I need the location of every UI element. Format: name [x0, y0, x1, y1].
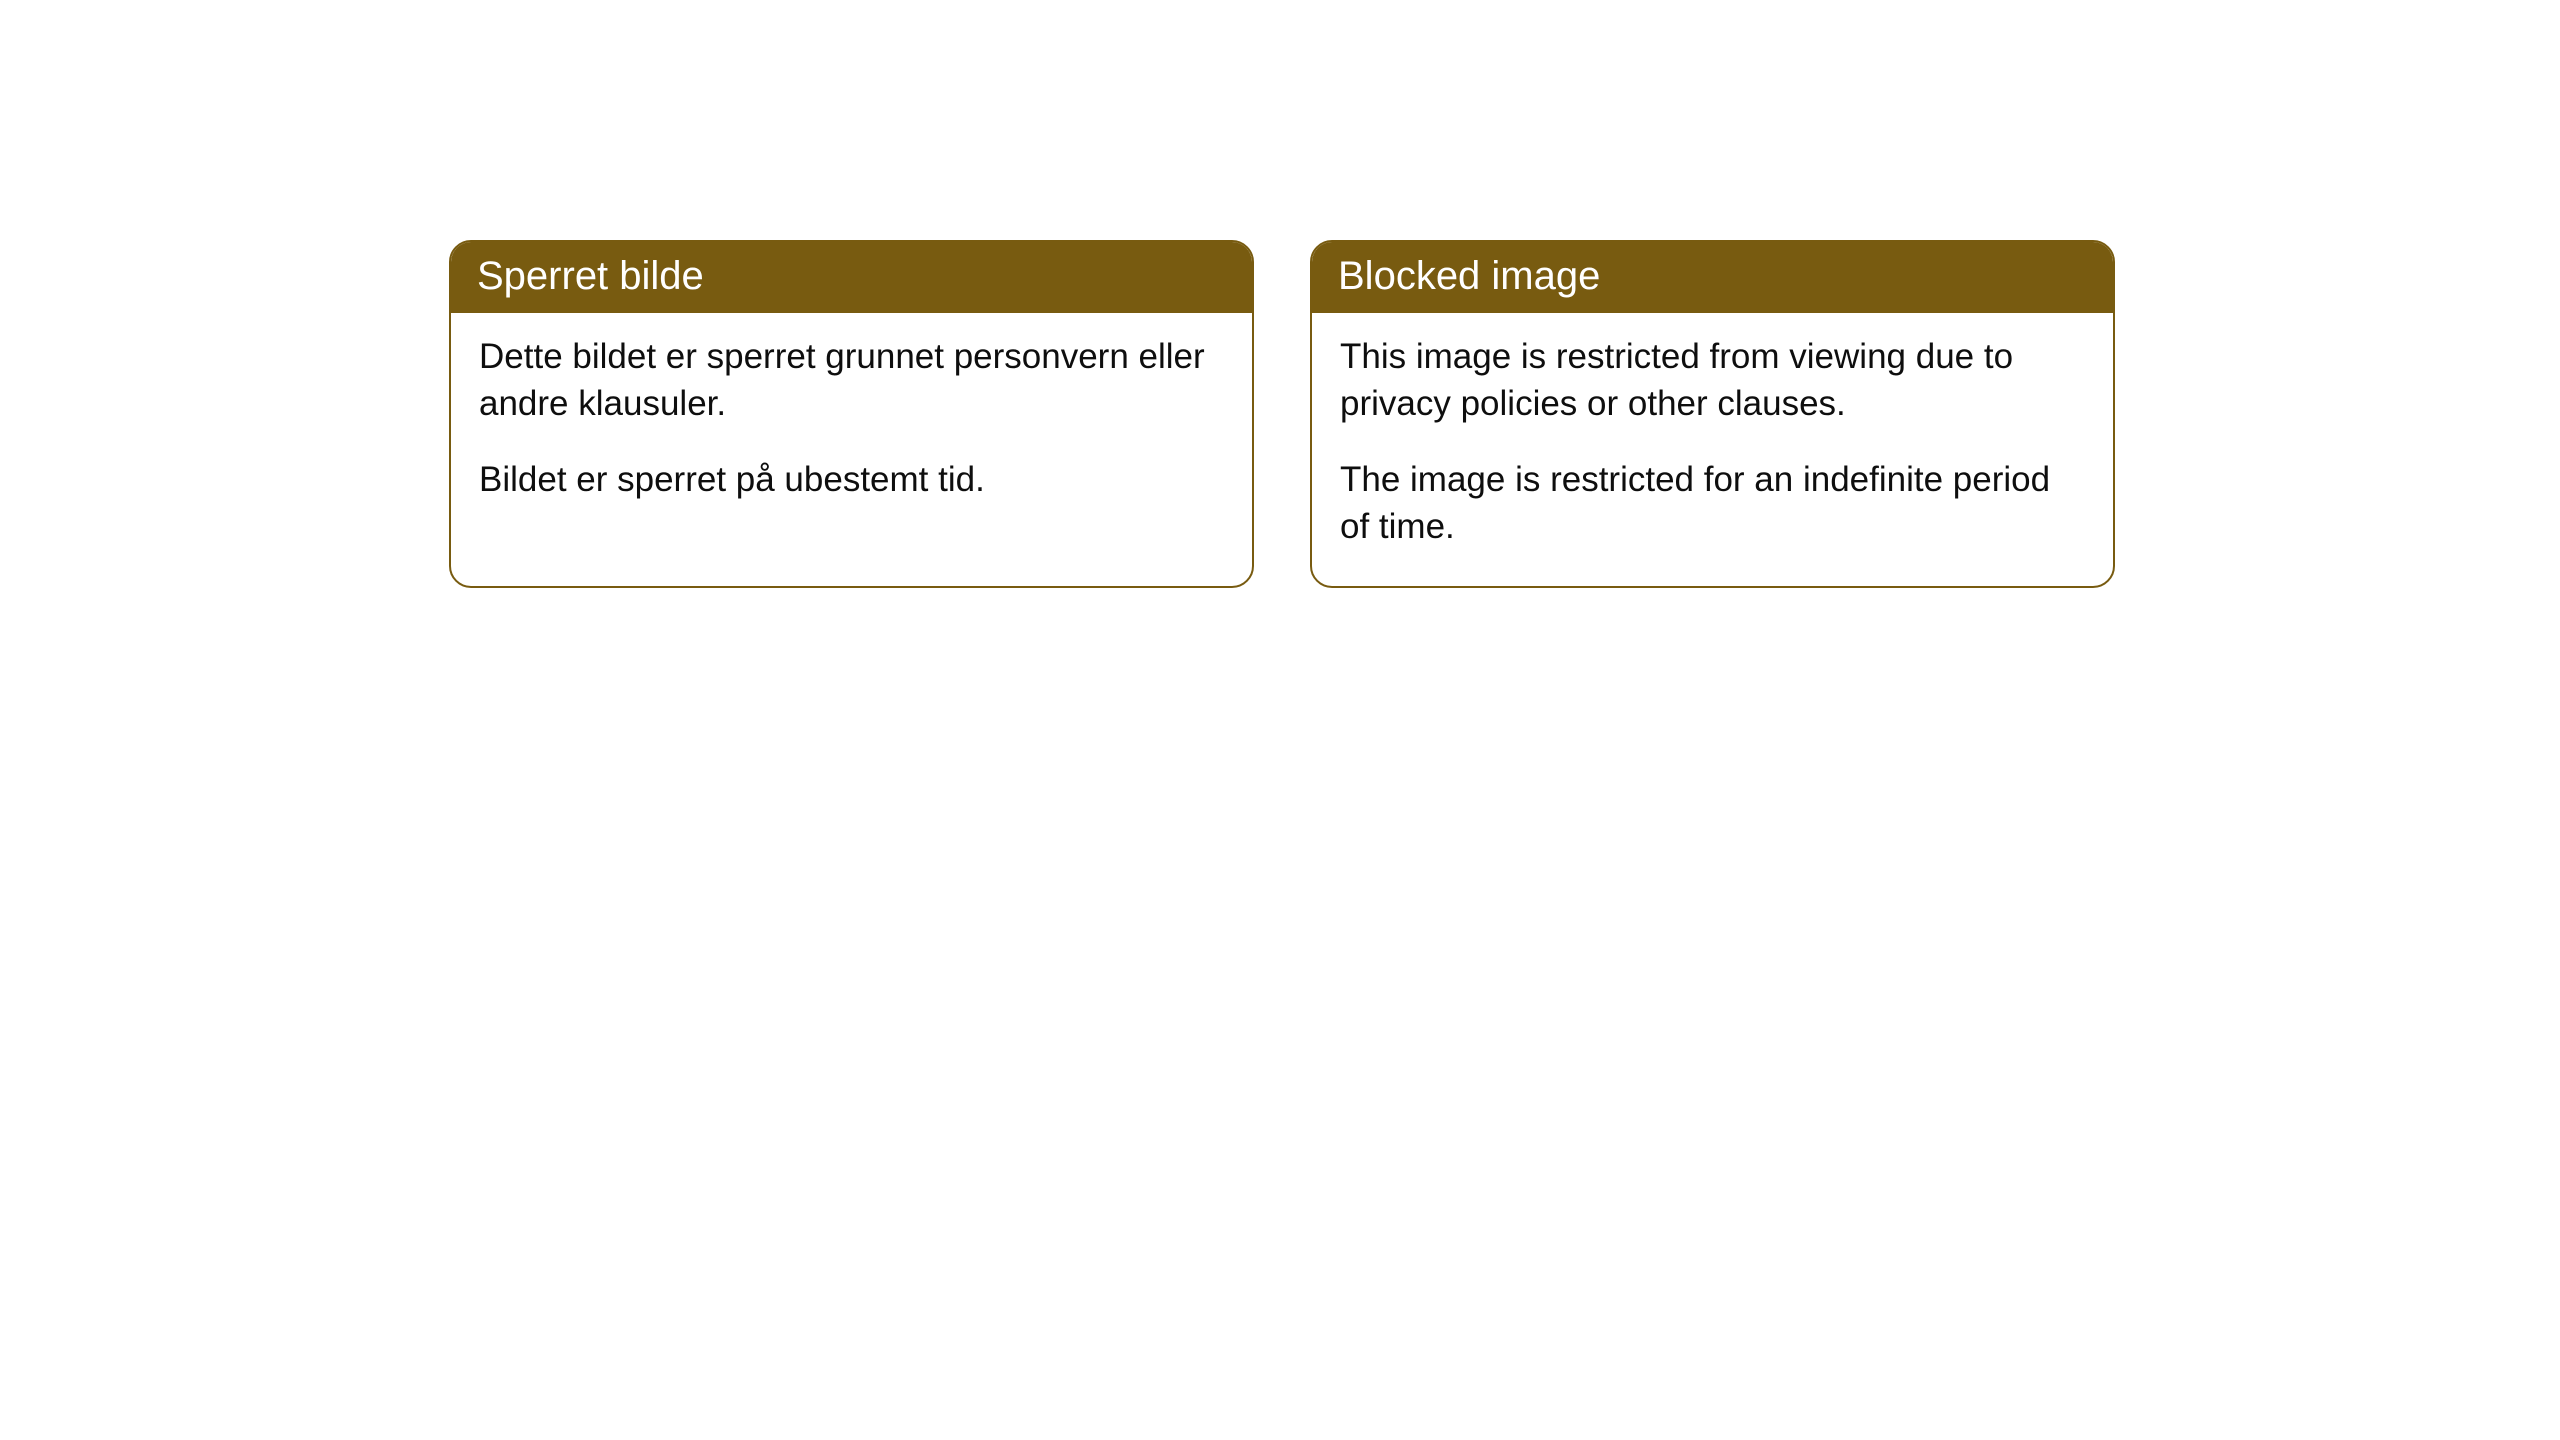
- card-body-english: This image is restricted from viewing du…: [1312, 313, 2113, 586]
- blocked-image-card-norwegian: Sperret bilde Dette bildet er sperret gr…: [449, 240, 1254, 588]
- blocked-image-card-english: Blocked image This image is restricted f…: [1310, 240, 2115, 588]
- card-text-line-1: Dette bildet er sperret grunnet personve…: [479, 333, 1224, 428]
- card-title-english: Blocked image: [1312, 242, 2113, 313]
- card-text-line-1: This image is restricted from viewing du…: [1340, 333, 2085, 428]
- card-title-norwegian: Sperret bilde: [451, 242, 1252, 313]
- card-body-norwegian: Dette bildet er sperret grunnet personve…: [451, 313, 1252, 539]
- cards-container: Sperret bilde Dette bildet er sperret gr…: [449, 240, 2115, 588]
- card-text-line-2: Bildet er sperret på ubestemt tid.: [479, 456, 1224, 503]
- card-text-line-2: The image is restricted for an indefinit…: [1340, 456, 2085, 551]
